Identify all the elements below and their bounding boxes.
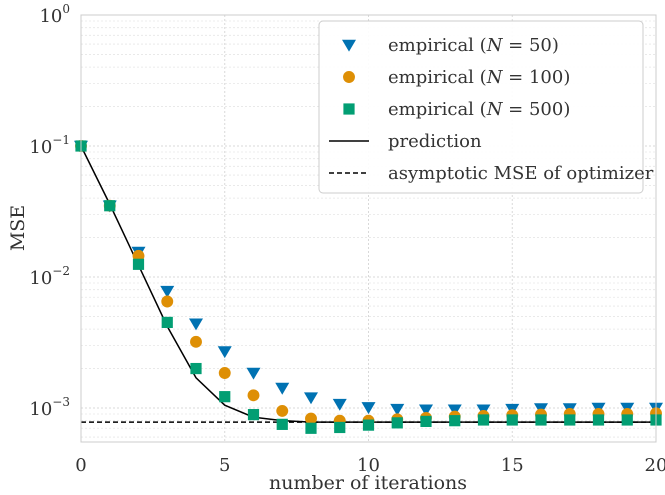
data-point: [132, 258, 145, 270]
data-point: [104, 200, 116, 212]
y-tick-label: 10−1: [29, 133, 70, 158]
legend-box: [318, 20, 644, 194]
y-tick-label: 10−3: [29, 395, 70, 420]
data-point: [305, 412, 317, 425]
data-point: [535, 414, 547, 426]
data-point: [449, 415, 461, 427]
data-point: [161, 295, 174, 308]
legend: empirical (N = 50) empirical (N = 100) emp…: [318, 20, 654, 194]
x-tick-label: 10: [357, 455, 380, 476]
data-point: [305, 422, 317, 434]
legend-entry: empirical (N = 50): [342, 35, 559, 56]
y-axis-label: MSE: [7, 205, 29, 251]
x-tick-labels: 0 5 10 15 20: [75, 455, 665, 476]
x-tick-label: 15: [501, 455, 524, 476]
data-point: [391, 417, 403, 429]
data-point: [217, 346, 232, 359]
data-point: [219, 391, 231, 403]
legend-label: empirical (N = 50): [388, 35, 559, 56]
legend-entry: empirical (N = 500): [343, 99, 570, 120]
plot-frame: [80, 14, 657, 443]
data-point: [332, 398, 347, 411]
legend-label: empirical (N = 100): [388, 67, 570, 88]
legend-entry: asymptotic MSE of optimizer: [329, 163, 654, 184]
data-point: [447, 404, 462, 417]
legend-entry: prediction: [329, 131, 482, 152]
data-point: [362, 419, 375, 431]
legend-entry: empirical (N = 100): [343, 67, 570, 88]
x-axis-label: number of iterations: [269, 472, 467, 494]
data-point: [419, 404, 433, 417]
data-point: [276, 404, 289, 417]
data-point: [276, 418, 288, 430]
legend-label: prediction: [388, 131, 482, 152]
data-point: [160, 285, 175, 298]
data-point: [247, 409, 260, 421]
data-point: [506, 414, 518, 426]
data-point: [246, 367, 261, 380]
data-point: [621, 414, 633, 426]
data-point: [564, 414, 576, 426]
legend-label: asymptotic MSE of optimizer: [388, 163, 654, 184]
data-point: [334, 421, 346, 434]
data-point: [247, 389, 260, 402]
data-point: [477, 414, 490, 426]
data-point: [275, 382, 290, 395]
legend-label: empirical (N = 500): [388, 99, 570, 120]
legend-marker: [342, 39, 356, 52]
y-tick-labels: 10−3 10−2 10−1 100: [29, 2, 70, 420]
data-point: [304, 392, 318, 405]
data-point: [361, 402, 376, 415]
data-point: [592, 414, 605, 426]
x-tick-label: 20: [645, 455, 665, 476]
data-point: [190, 362, 202, 375]
data-point: [161, 316, 173, 329]
data-point: [218, 367, 231, 379]
data-point: [190, 335, 202, 348]
data-point: [390, 403, 405, 416]
x-tick-label: 0: [75, 455, 86, 476]
data-point: [189, 318, 203, 331]
legend-marker: [343, 103, 355, 115]
data-point: [420, 415, 432, 427]
y-tick-label: 10−2: [29, 264, 70, 289]
legend-marker: [343, 71, 355, 83]
x-tick-label: 5: [219, 455, 230, 476]
y-tick-label: 100: [39, 2, 70, 27]
